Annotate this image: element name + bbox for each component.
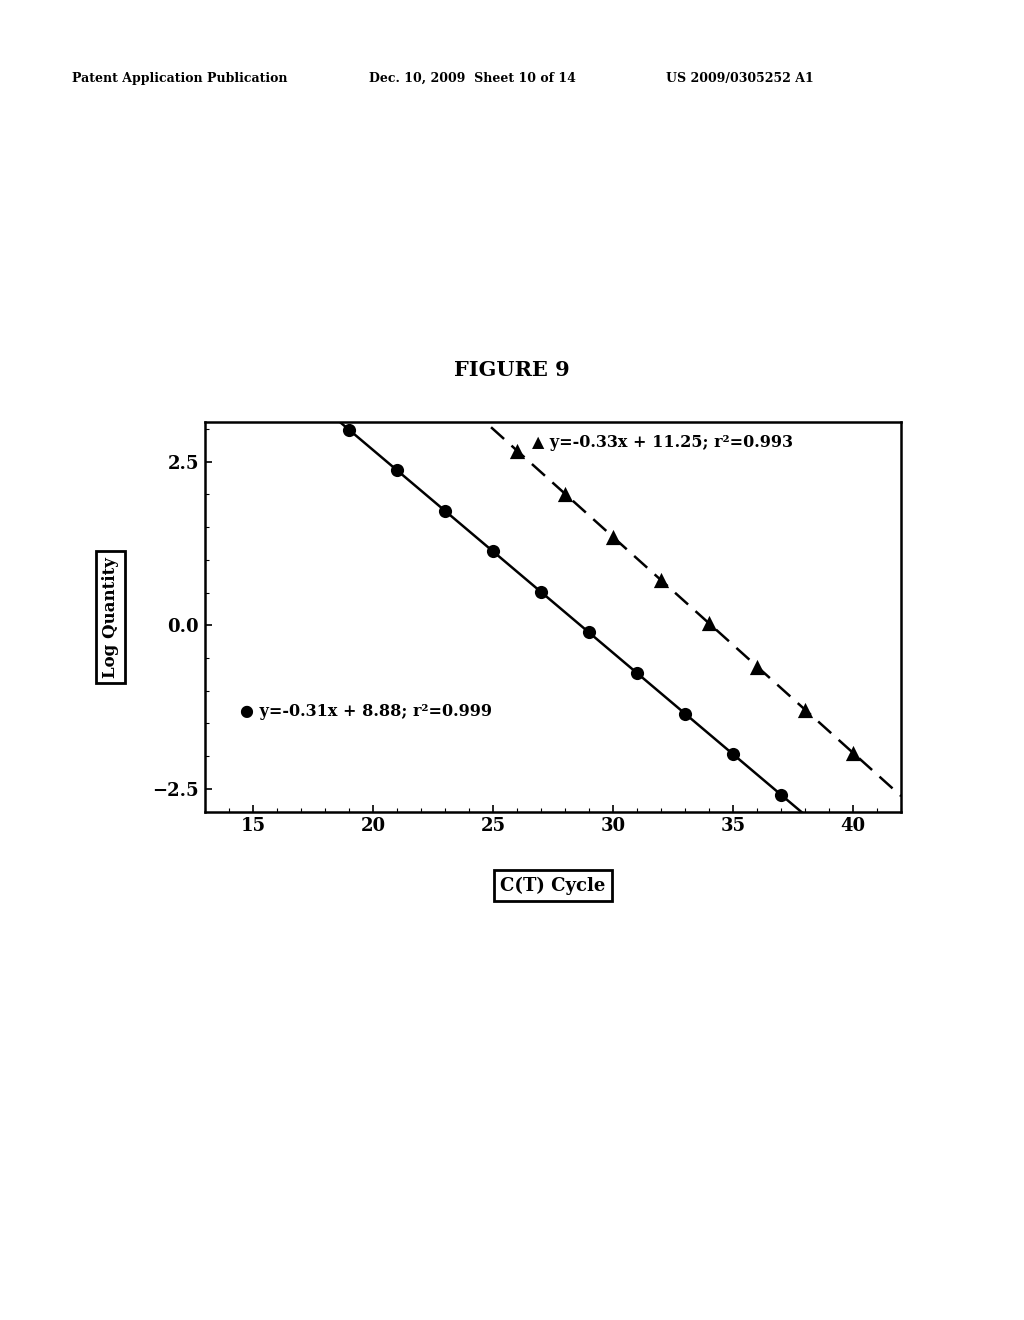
Point	[749, 656, 765, 677]
Point	[629, 663, 645, 684]
Point	[605, 527, 622, 548]
Point	[461, 397, 477, 418]
Point	[365, 310, 381, 331]
Point	[653, 569, 670, 590]
Point	[700, 612, 717, 634]
Text: US 2009/0305252 A1: US 2009/0305252 A1	[666, 71, 813, 84]
Text: FIGURE 9: FIGURE 9	[454, 360, 570, 380]
Point	[245, 338, 261, 359]
Text: Log Quantity: Log Quantity	[102, 557, 120, 677]
Point	[773, 784, 790, 805]
Point	[341, 418, 357, 440]
Text: Dec. 10, 2009  Sheet 10 of 14: Dec. 10, 2009 Sheet 10 of 14	[369, 71, 575, 84]
Point	[725, 743, 741, 764]
Point	[413, 354, 429, 375]
Point	[677, 704, 693, 725]
Point	[316, 267, 333, 288]
Point	[436, 500, 453, 521]
Point	[797, 700, 813, 721]
Point	[557, 483, 573, 504]
Point	[293, 379, 309, 400]
Point	[821, 825, 838, 846]
Point	[581, 622, 597, 643]
Point	[389, 459, 406, 480]
Point	[484, 541, 501, 562]
Point	[845, 742, 861, 763]
Point	[509, 440, 525, 461]
Point	[532, 581, 549, 602]
Text: ● y=-0.31x + 8.88; r²=0.999: ● y=-0.31x + 8.88; r²=0.999	[240, 702, 492, 719]
Text: ▲ y=-0.33x + 11.25; r²=0.993: ▲ y=-0.33x + 11.25; r²=0.993	[532, 434, 793, 451]
Text: Patent Application Publication: Patent Application Publication	[72, 71, 287, 84]
Text: C(T) Cycle: C(T) Cycle	[501, 876, 605, 895]
